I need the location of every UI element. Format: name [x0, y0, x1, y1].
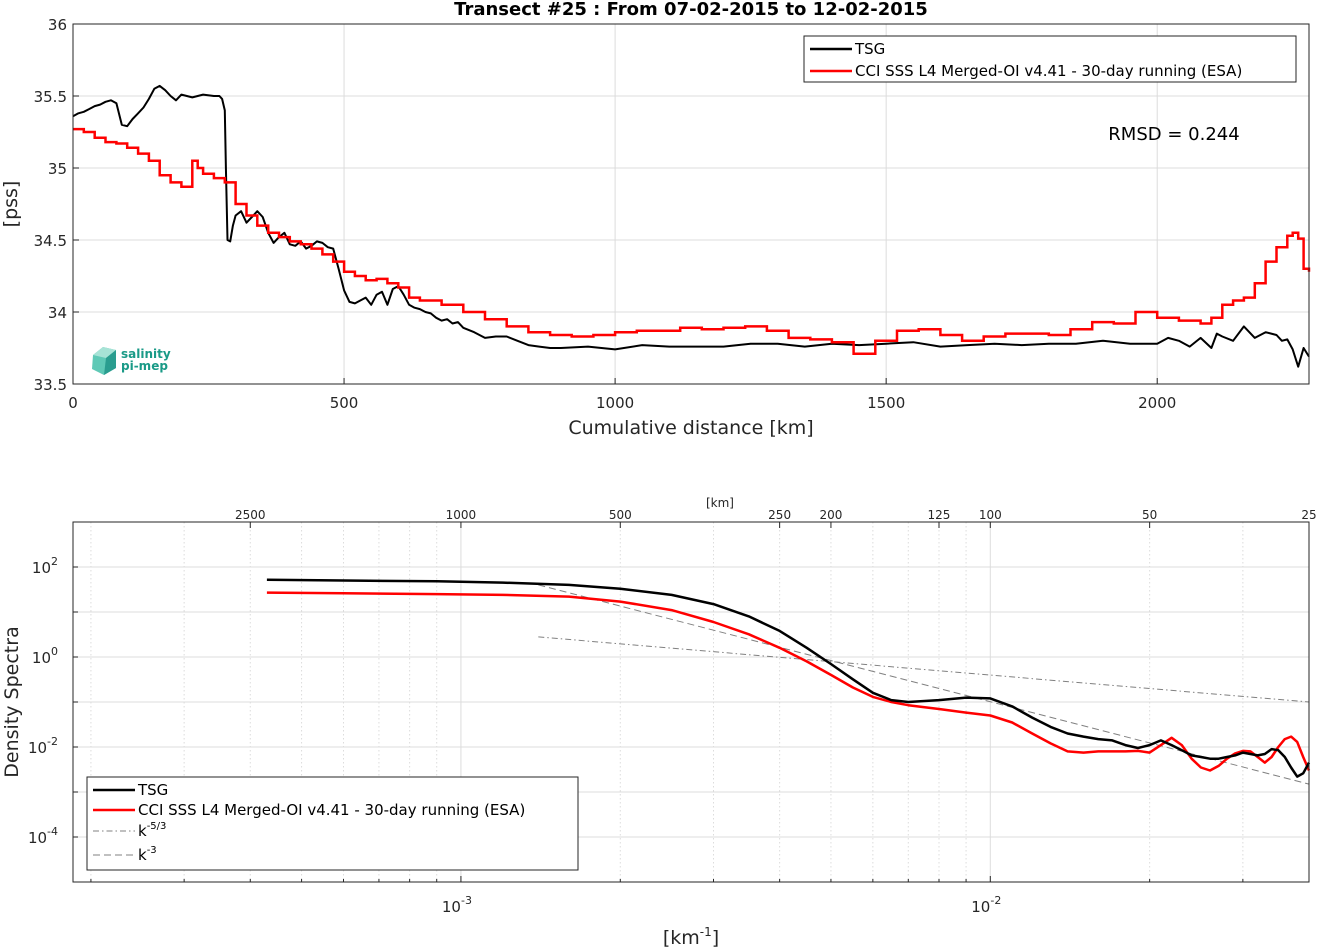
- tick-group: 0 500 1000 1500 2000 33.5 34 34.5 35 35.5 36: [34, 16, 1177, 412]
- x-axis-label: [km-1]: [663, 925, 719, 948]
- top-tick-label: 50: [1142, 508, 1157, 522]
- y-axis-label: [pss]: [0, 181, 22, 228]
- top-tick-label: 25: [1301, 508, 1316, 522]
- logo-cube-side: [104, 350, 116, 375]
- y-tick-label: 10-4: [28, 825, 58, 847]
- top-axis-label: [km]: [706, 496, 734, 510]
- series-group: [72, 84, 1311, 368]
- chart-title: Transect #25 : From 07-02-2015 to 12-02-…: [454, 0, 928, 20]
- y-tick-label: 34: [48, 304, 67, 322]
- x-tick-label: 1500: [867, 394, 905, 412]
- rmsd-annotation: RMSD = 0.244: [1108, 124, 1239, 145]
- x-tick-label: 2000: [1138, 394, 1176, 412]
- logo-text-line1: salinity: [121, 347, 171, 361]
- legend-label-k3: k-3: [138, 845, 157, 864]
- plot-area: [73, 24, 1309, 384]
- y-tick-label: 10-2: [28, 735, 58, 757]
- top-tick-label: 2500: [235, 508, 266, 522]
- salinity-pi-mep-logo: salinity pi-mep: [92, 347, 171, 375]
- legend-box: [803, 35, 1297, 83]
- top-tick-label: 200: [819, 508, 842, 522]
- legend-label-tsg: TSG: [137, 781, 168, 799]
- y-tick-label: 36: [48, 16, 67, 34]
- x-tick-label: 10-2: [971, 894, 1001, 916]
- series-group: [266, 578, 1311, 785]
- y-tick-label: 33.5: [34, 376, 67, 394]
- spectra-chart: 10-4 10-2 100 102 10-3 10-2 2500 1000 500 250 200 1…: [1, 496, 1317, 948]
- x-tick-label: 10-3: [442, 894, 472, 916]
- series-line-cci: [73, 127, 1311, 356]
- legend-label-tsg: TSG: [854, 40, 885, 58]
- legend: TSG CCI SSS L4 Merged-OI v4.41 - 30-day …: [803, 35, 1297, 83]
- top-tick-label: 500: [609, 508, 632, 522]
- logo-cube-top: [93, 347, 116, 358]
- top-tick-label: 125: [928, 508, 951, 522]
- axes-box: [72, 23, 1310, 385]
- series-line-tsg: [266, 578, 1311, 778]
- y-tick-label: 35.5: [34, 88, 67, 106]
- x-axis-label: Cumulative distance [km]: [568, 417, 813, 439]
- x-tick-label: 0: [68, 394, 78, 412]
- x-tick-label: 1000: [596, 394, 634, 412]
- top-tick-label: 1000: [446, 508, 477, 522]
- reference-line-k53: [538, 636, 1310, 703]
- x-tick-label: 500: [330, 394, 359, 412]
- salinity-transect-chart: Transect #25 : From 07-02-2015 to 12-02-…: [0, 0, 1311, 439]
- logo-text-line2: pi-mep: [121, 359, 168, 373]
- y-tick-label: 100: [32, 645, 58, 667]
- legend-label-k53: k-5/3: [138, 821, 166, 840]
- y-tick-label: 102: [32, 555, 58, 577]
- y-tick-label: 34.5: [34, 232, 67, 250]
- series-line-cci: [266, 591, 1311, 772]
- y-axis-label: Density Spectra: [1, 626, 23, 777]
- top-tick-label: 250: [768, 508, 791, 522]
- legend-box: [86, 776, 579, 871]
- legend-label-cci: CCI SSS L4 Merged-OI v4.41 - 30-day runn…: [855, 62, 1242, 80]
- legend: TSG CCI SSS L4 Merged-OI v4.41 - 30-day …: [86, 776, 579, 871]
- top-tick-label: 100: [979, 508, 1002, 522]
- legend-label-cci: CCI SSS L4 Merged-OI v4.41 - 30-day runn…: [138, 801, 525, 819]
- y-tick-label: 35: [48, 160, 67, 178]
